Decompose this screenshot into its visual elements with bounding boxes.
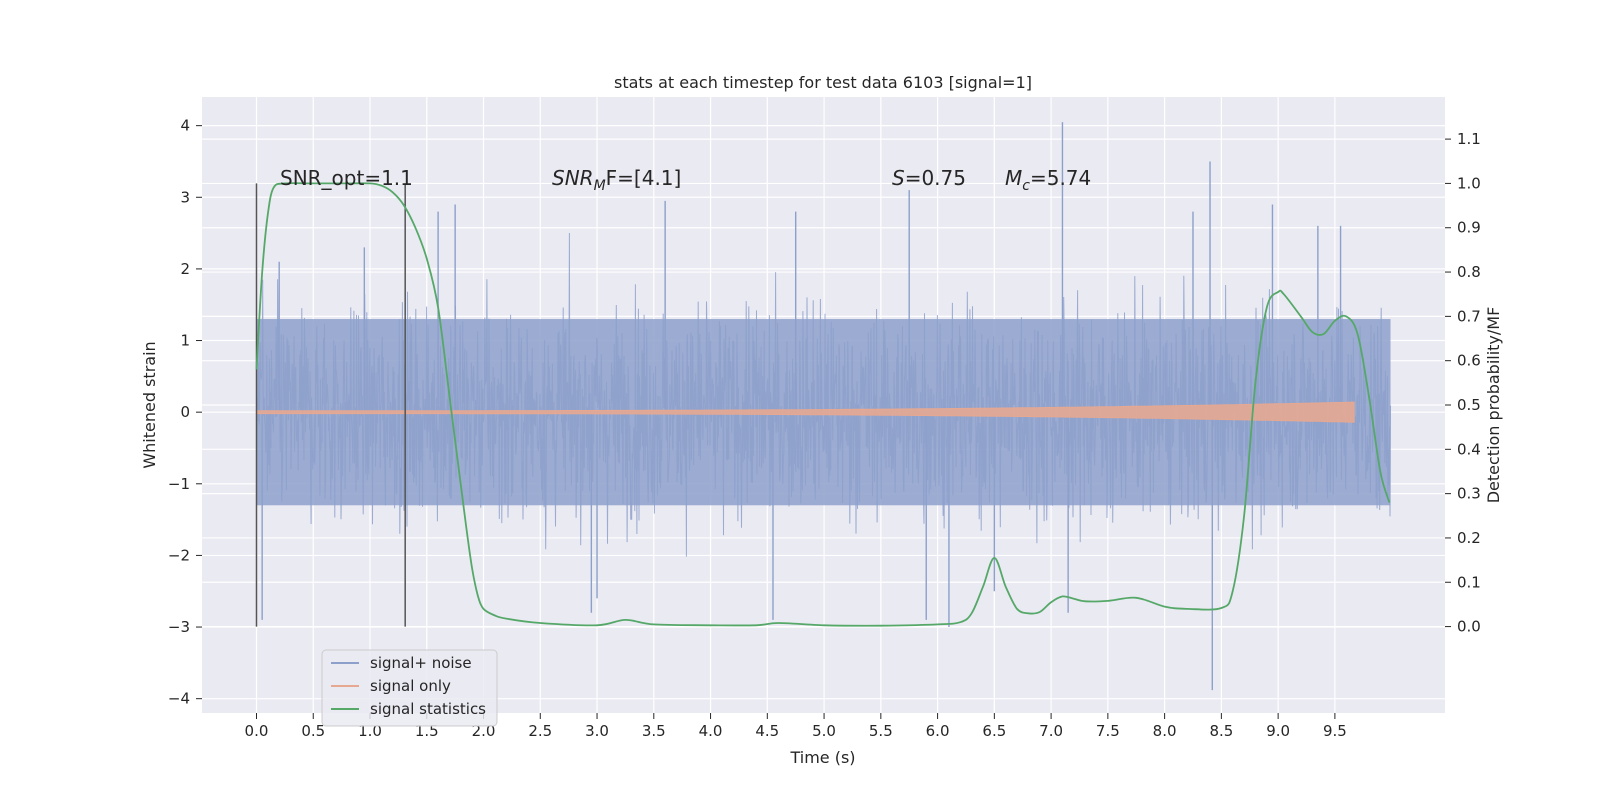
x-tick-label-0: 0.0 [245, 722, 269, 740]
x-axis-label: Time (s) [789, 748, 855, 767]
x-tick-label-1: 0.5 [301, 722, 325, 740]
vertical-markers [255, 183, 406, 627]
y-right-tick-label-9: 0.2 [1457, 529, 1481, 547]
y-left-tick-label-0: 4 [180, 117, 190, 135]
x-tick-label-5: 2.5 [528, 722, 552, 740]
x-tick-label-17: 8.5 [1209, 722, 1233, 740]
y-left-tick-label-1: 3 [180, 188, 190, 206]
annotation-snr-mf: SNRMF=[4.1] [552, 166, 681, 194]
annotation-s: S=0.75 [892, 166, 966, 190]
y-left-tick-label-2: 2 [180, 260, 190, 278]
legend-label-signal-statistics: signal statistics [370, 700, 486, 718]
y-right-axis-ticks: 1.1 1.0 0.9 0.8 0.7 0.6 0.5 0.4 0.3 0.2 0.1 0.0 [1445, 130, 1481, 636]
x-tick-label-15: 7.5 [1096, 722, 1120, 740]
x-tick-label-11: 5.5 [869, 722, 893, 740]
y-right-tick-label-1: 1.0 [1457, 174, 1481, 192]
y-right-tick-label-11: 0.0 [1457, 618, 1481, 636]
y-right-tick-label-5: 0.6 [1457, 352, 1481, 370]
y-right-tick-label-8: 0.3 [1457, 485, 1481, 503]
x-tick-label-7: 3.5 [642, 722, 666, 740]
series-signal-only [256, 401, 1355, 423]
x-tick-label-16: 8.0 [1153, 722, 1177, 740]
x-tick-label-9: 4.5 [755, 722, 779, 740]
y-right-tick-label-10: 0.1 [1457, 573, 1481, 591]
legend: signal+ noise signal only signal statist… [321, 649, 498, 727]
y-left-axis-label: Whitened strain [140, 341, 159, 468]
legend-label-signal-noise: signal+ noise [370, 654, 472, 672]
y-right-axis-label: Detection probability/MF [1484, 307, 1503, 504]
annotation-mc-sub: c [1022, 178, 1030, 194]
x-tick-label-8: 4.0 [699, 722, 723, 740]
y-left-tick-label-6: −2 [168, 546, 190, 564]
x-tick-label-14: 7.0 [1039, 722, 1063, 740]
y-right-tick-label-0: 1.1 [1457, 130, 1481, 148]
legend-label-signal-only: signal only [370, 677, 451, 695]
annotation-s-italic: S [892, 166, 905, 190]
y-left-tick-label-5: −1 [168, 475, 190, 493]
x-tick-label-18: 9.0 [1266, 722, 1290, 740]
y-left-tick-label-4: 0 [180, 403, 190, 421]
annotation-s-value: =0.75 [905, 166, 966, 190]
x-tick-label-12: 6.0 [926, 722, 950, 740]
annotation-snr-mf-rest: F=[4.1] [606, 166, 682, 190]
series-signal-statistics [255, 182, 1391, 627]
x-tick-label-19: 9.5 [1323, 722, 1347, 740]
annotation-snr-opt: SNR_opt=1.1 [280, 166, 413, 190]
annotation-mc-value: =5.74 [1030, 166, 1091, 190]
y-left-tick-label-3: 1 [180, 332, 190, 350]
x-tick-label-10: 5.0 [812, 722, 836, 740]
annotation-mc-main: M [1005, 166, 1022, 190]
y-right-tick-label-4: 0.7 [1457, 307, 1481, 325]
chart-title: stats at each timestep for test data 610… [614, 73, 1032, 92]
y-left-tick-label-8: −4 [168, 690, 190, 708]
x-tick-label-13: 6.5 [982, 722, 1006, 740]
y-left-axis-ticks: 4 3 2 1 0 −1 −2 −3 −4 [168, 117, 202, 708]
y-right-tick-label-3: 0.8 [1457, 263, 1481, 281]
annotation-snr-mf-main: SNR [552, 166, 594, 190]
y-right-tick-label-6: 0.5 [1457, 396, 1481, 414]
y-right-tick-label-7: 0.4 [1457, 440, 1481, 458]
annotation-snr-mf-sub: M [594, 178, 606, 194]
y-left-tick-label-7: −3 [168, 618, 190, 636]
legend-box [321, 649, 498, 727]
x-tick-label-6: 3.0 [585, 722, 609, 740]
annotation-mc: Mc=5.74 [1005, 166, 1091, 194]
y-right-tick-label-2: 0.9 [1457, 219, 1481, 237]
